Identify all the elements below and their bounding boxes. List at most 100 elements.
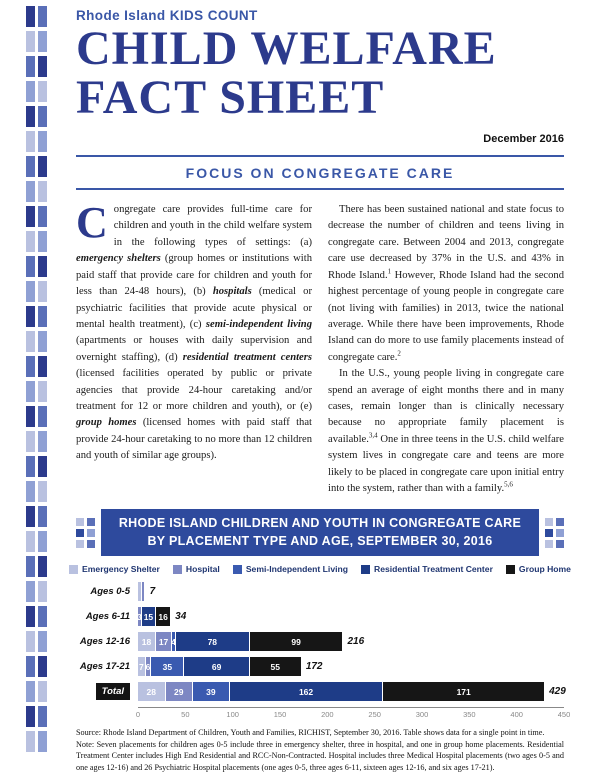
decor-square <box>26 56 35 77</box>
decor-square <box>26 581 35 602</box>
decor-square <box>26 456 35 477</box>
banner-decor-square <box>76 517 84 526</box>
bar-segment: 69 <box>183 657 249 677</box>
legend-label: Residential Treatment Center <box>374 564 493 575</box>
decor-square <box>38 56 47 77</box>
decor-block-row <box>26 531 48 552</box>
body-paragraph-2: In the U.S., young people living in cong… <box>328 366 564 497</box>
chart-banner: RHODE ISLAND CHILDREN AND YOUTH IN CONGR… <box>76 509 564 557</box>
bar-segment: 18 <box>138 632 156 652</box>
text-segment: group homes <box>76 417 137 429</box>
decor-block-row <box>26 106 48 127</box>
bar-total-label: 7 <box>149 586 156 598</box>
stacked-bar: 18 17 4 78 99 <box>138 632 564 652</box>
decor-square <box>38 231 47 252</box>
decor-block-row <box>26 231 48 252</box>
bar-segment: 171 <box>382 682 545 702</box>
axis-tick-label: 450 <box>557 710 571 720</box>
legend-item: Residential Treatment Center <box>361 564 493 574</box>
text-segment: In the U.S., young people living in cong… <box>328 368 564 445</box>
legend-label: Group Home <box>518 564 571 575</box>
footnote-ref: 3,4 <box>368 431 378 440</box>
source-text: Source: Rhode Island Department of Child… <box>76 728 545 738</box>
decor-square <box>38 131 47 152</box>
axis-tick-label: 200 <box>321 710 334 720</box>
decor-block-row <box>26 156 48 177</box>
decor-square <box>38 6 47 27</box>
stacked-bar: 28 29 39 162 171 <box>138 682 564 702</box>
decor-square <box>38 481 47 502</box>
decor-block-row <box>26 481 48 502</box>
decor-block-row <box>26 281 48 302</box>
decor-square <box>38 631 47 652</box>
bar-segment: 15 <box>140 607 156 627</box>
decor-block-row <box>26 706 48 727</box>
legend-item: Emergency Shelter <box>69 564 160 574</box>
decor-square <box>38 731 47 752</box>
text-segment: (apartments or houses with daily supervi… <box>76 335 312 363</box>
divider-bottom <box>76 188 564 191</box>
decor-square <box>38 406 47 427</box>
legend-color-chip <box>232 564 242 574</box>
banner-decor-square <box>556 528 564 537</box>
decor-square <box>26 181 35 202</box>
decor-square <box>38 331 47 352</box>
legend-color-chip <box>172 564 182 574</box>
decor-block-row <box>26 31 48 52</box>
decor-square <box>38 106 47 127</box>
bar-segment: 29 <box>164 682 192 702</box>
chart-rows: Ages 0-5 7 Ages 6-11 3 15 16 34 Ages 12-16 18 17 4… <box>76 582 566 702</box>
row-plot: 18 17 4 78 99 216 <box>138 632 564 652</box>
text-segment: (group homes or institutions with paid s… <box>76 253 312 298</box>
stacked-bar: 3 15 16 <box>137 607 564 627</box>
banner-decoration-left <box>76 517 95 548</box>
banner-decor-square <box>545 517 553 526</box>
text-segment: semi-independent living <box>205 318 312 330</box>
banner-decor-square <box>545 528 553 537</box>
bar-segment <box>140 582 144 602</box>
legend-item: Group Home <box>505 564 571 575</box>
bar-total-label: 34 <box>175 611 187 623</box>
decor-block-row <box>26 56 48 77</box>
decor-square <box>38 531 47 552</box>
text-segment: (licensed facilities operated by public … <box>76 368 312 412</box>
right-column: There has been sustained national and st… <box>328 202 564 497</box>
bar-total-label: 172 <box>305 661 323 673</box>
decor-square <box>38 556 47 577</box>
intro-dropcap: C <box>76 198 108 248</box>
decor-square <box>26 281 35 302</box>
bar-segment: 99 <box>248 632 343 652</box>
decor-block-row <box>26 306 48 327</box>
decor-block-row <box>26 406 48 427</box>
section-title: FOCUS ON CONGREGATE CARE <box>185 165 455 182</box>
chart-legend: Emergency Shelter Hospital Semi-Independen… <box>69 564 571 574</box>
decor-square <box>26 331 35 352</box>
banner-decor-square <box>76 528 84 537</box>
chart-row: Ages 6-11 3 15 16 34 <box>76 607 564 627</box>
axis-tick-label: 400 <box>510 710 523 720</box>
decor-square <box>26 531 35 552</box>
decor-square <box>26 131 35 152</box>
bar-segment: 162 <box>228 682 383 702</box>
decor-square <box>38 506 47 527</box>
row-label-text: Ages 12-16 <box>79 636 130 648</box>
page-title-line1: CHILD WELFARE <box>76 22 497 75</box>
decor-square <box>38 456 47 477</box>
bar-segment: 28 <box>138 682 165 702</box>
body-paragraph-1: There has been sustained national and st… <box>328 202 564 366</box>
decor-square <box>26 681 35 702</box>
decor-square <box>26 256 35 277</box>
header: Rhode Island KIDS COUNT CHILD WELFARE FA… <box>76 8 564 145</box>
chart-row: Ages 0-5 7 <box>76 582 564 602</box>
decor-block-row <box>26 631 48 652</box>
footnote-ref: 2 <box>397 349 401 358</box>
bar-segment: 55 <box>248 657 301 677</box>
x-axis: 0 50 100 150 200 250 300 350 400 450 <box>76 707 570 721</box>
banner-decor-square <box>556 517 564 526</box>
legend-color-chip <box>505 564 515 574</box>
body-columns: C ongregate care provides full-time care… <box>76 198 564 497</box>
legend-color-chip <box>69 564 79 574</box>
bar-segment: 78 <box>174 632 249 652</box>
decor-square <box>38 306 47 327</box>
legend-item: Hospital <box>172 564 220 574</box>
